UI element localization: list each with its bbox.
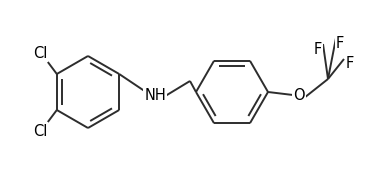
Text: F: F bbox=[346, 56, 354, 70]
Text: F: F bbox=[314, 42, 322, 57]
Text: Cl: Cl bbox=[33, 123, 47, 139]
Text: F: F bbox=[336, 36, 344, 50]
Text: NH: NH bbox=[144, 88, 166, 102]
Text: O: O bbox=[293, 88, 305, 102]
Text: Cl: Cl bbox=[33, 46, 47, 60]
